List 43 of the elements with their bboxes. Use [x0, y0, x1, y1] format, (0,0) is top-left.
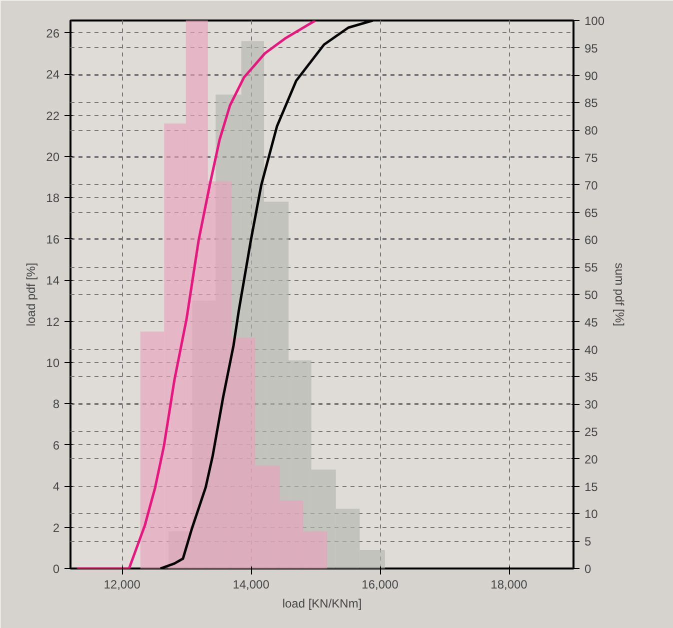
- y2-tick-label: 40: [584, 342, 598, 357]
- x-tick-label: 18,000: [490, 578, 528, 592]
- y-tick-label: 12: [46, 314, 60, 329]
- y2-axis-title: sum pdf [%]: [612, 262, 627, 326]
- y-tick-label: 6: [52, 438, 60, 452]
- x-tick-label: 16,000: [362, 578, 399, 592]
- y2-tick-label: 50: [584, 288, 598, 302]
- x-tick-label: 14,000: [232, 578, 270, 592]
- y2-tick-label: 35: [584, 370, 598, 384]
- y2-tick-label: 55: [584, 260, 598, 275]
- y-tick-label: 10: [46, 356, 60, 370]
- y2-tick-label: 85: [584, 96, 598, 110]
- y2-tick-label: 75: [584, 151, 598, 165]
- y-tick-label: 20: [46, 150, 60, 164]
- y2-tick-label: 65: [584, 206, 598, 220]
- y-tick-label: 26: [46, 26, 60, 40]
- y2-tick-label: 60: [584, 233, 598, 248]
- y-axis-title: load pdf [%]: [24, 262, 38, 326]
- y2-tick-label: 30: [584, 398, 598, 412]
- y-tick-label: 4: [52, 480, 60, 494]
- y-tick-label: 2: [52, 520, 60, 535]
- y2-tick-label: 70: [584, 178, 598, 192]
- line-series: [76, 20, 317, 568]
- y-tick-label: 16: [46, 232, 60, 246]
- y-tick-label: 18: [46, 191, 60, 206]
- y2-tick-label: 80: [584, 124, 598, 138]
- y2-tick-label: 45: [584, 315, 598, 330]
- y2-tick-label: 0: [584, 562, 592, 576]
- y-tick-label: 8: [52, 397, 60, 412]
- y2-tick-label: 10: [584, 507, 598, 522]
- x-tick-label: 12,000: [104, 578, 141, 592]
- y2-tick-label: 25: [584, 425, 598, 439]
- y2-tick-label: 5: [584, 534, 592, 549]
- y-tick-label: 0: [52, 562, 60, 576]
- y-tick-label: 24: [46, 68, 60, 82]
- y2-tick-label: 20: [584, 452, 598, 466]
- y-tick-label: 22: [46, 108, 60, 123]
- y2-tick-label: 15: [584, 480, 598, 494]
- x-axis-title: load [KN/KNm]: [282, 596, 362, 610]
- y2-tick-label: 95: [584, 41, 598, 56]
- y-tick-label: 14: [46, 274, 60, 288]
- y2-tick-label: 90: [584, 68, 598, 83]
- y2-tick-label: 100: [584, 14, 605, 28]
